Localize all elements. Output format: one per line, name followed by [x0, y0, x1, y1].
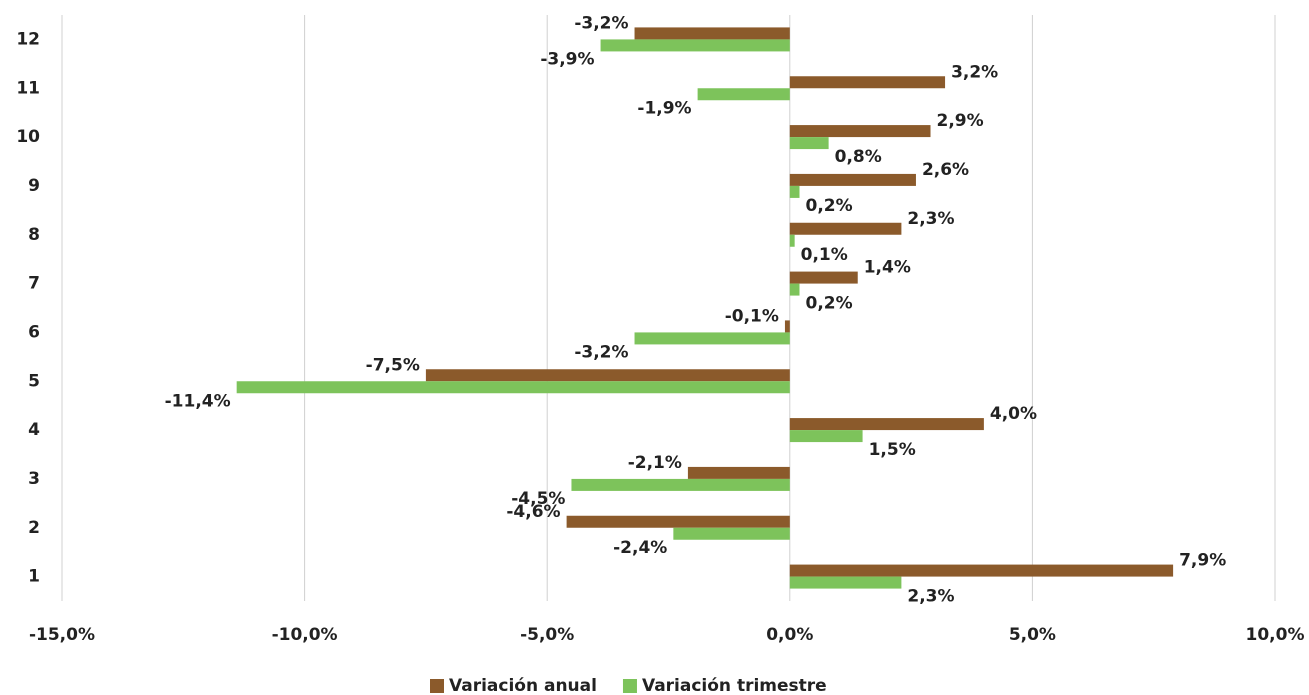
data-label: 2,3% — [907, 209, 954, 229]
y-tick-label: 10 — [16, 127, 40, 147]
bar — [789, 418, 984, 431]
data-label: 0,2% — [806, 294, 853, 314]
bar — [789, 564, 1174, 577]
bar — [425, 369, 790, 382]
y-tick-label: 2 — [28, 518, 40, 538]
data-label: 4,0% — [990, 404, 1037, 424]
bar — [634, 27, 790, 40]
data-label: 3,2% — [951, 62, 998, 82]
legend-label: Variación anual — [449, 676, 597, 695]
x-tick-label: -10,0% — [272, 625, 338, 645]
legend-label: Variación trimestre — [642, 676, 827, 695]
data-label: -1,9% — [637, 98, 691, 118]
y-tick-label: 5 — [28, 371, 40, 391]
bar — [789, 76, 946, 89]
data-label: 1,5% — [869, 440, 916, 460]
data-label: 1,4% — [864, 258, 911, 278]
x-tick-label: 5,0% — [1009, 625, 1056, 645]
data-label: -2,4% — [613, 538, 667, 558]
data-label: -2,1% — [628, 453, 682, 473]
bar — [789, 234, 795, 247]
bar — [789, 222, 902, 235]
bar — [789, 576, 902, 589]
data-label: -3,2% — [574, 342, 628, 362]
y-tick-label: 12 — [16, 29, 40, 49]
bar — [789, 185, 800, 198]
x-tick-label: 0,0% — [766, 625, 813, 645]
data-label: -4,5% — [511, 489, 565, 509]
x-tick-label: -5,0% — [520, 625, 574, 645]
data-label: -4,6% — [506, 502, 560, 522]
y-tick-label: 8 — [28, 225, 40, 245]
bar — [697, 88, 790, 101]
y-tick-label: 1 — [28, 567, 40, 587]
bar — [566, 515, 790, 528]
data-label: 0,8% — [835, 147, 882, 167]
data-label: -11,4% — [165, 391, 231, 411]
data-label: 2,9% — [937, 111, 984, 131]
y-tick-label: 4 — [28, 420, 40, 440]
data-label: -7,5% — [366, 355, 420, 375]
y-tick-label: 7 — [28, 274, 40, 294]
legend-swatch — [430, 679, 444, 693]
data-label: -0,1% — [725, 306, 779, 326]
bar — [236, 381, 790, 394]
bar — [634, 332, 790, 345]
y-tick-label: 11 — [16, 78, 40, 98]
bar — [687, 466, 790, 479]
legend-swatch — [622, 679, 637, 693]
data-label: 0,1% — [801, 245, 848, 265]
y-tick-label: 9 — [28, 176, 40, 196]
bar — [571, 478, 790, 491]
bar — [789, 283, 800, 296]
bar — [673, 527, 790, 540]
bar — [789, 430, 863, 443]
data-label: 7,9% — [1179, 551, 1226, 571]
data-label: 2,6% — [922, 160, 969, 180]
bar — [784, 320, 790, 333]
data-label: 2,3% — [907, 587, 954, 607]
data-label: 0,2% — [806, 196, 853, 216]
bar — [789, 125, 931, 138]
y-tick-label: 6 — [28, 322, 40, 342]
x-tick-label: 10,0% — [1246, 625, 1305, 645]
bar — [789, 271, 858, 284]
x-tick-label: -15,0% — [29, 625, 95, 645]
y-tick-label: 3 — [28, 469, 40, 489]
data-label: -3,2% — [574, 13, 628, 33]
bar — [789, 173, 916, 186]
data-label: -3,9% — [540, 49, 594, 69]
bar — [600, 39, 790, 52]
bar — [789, 137, 829, 150]
